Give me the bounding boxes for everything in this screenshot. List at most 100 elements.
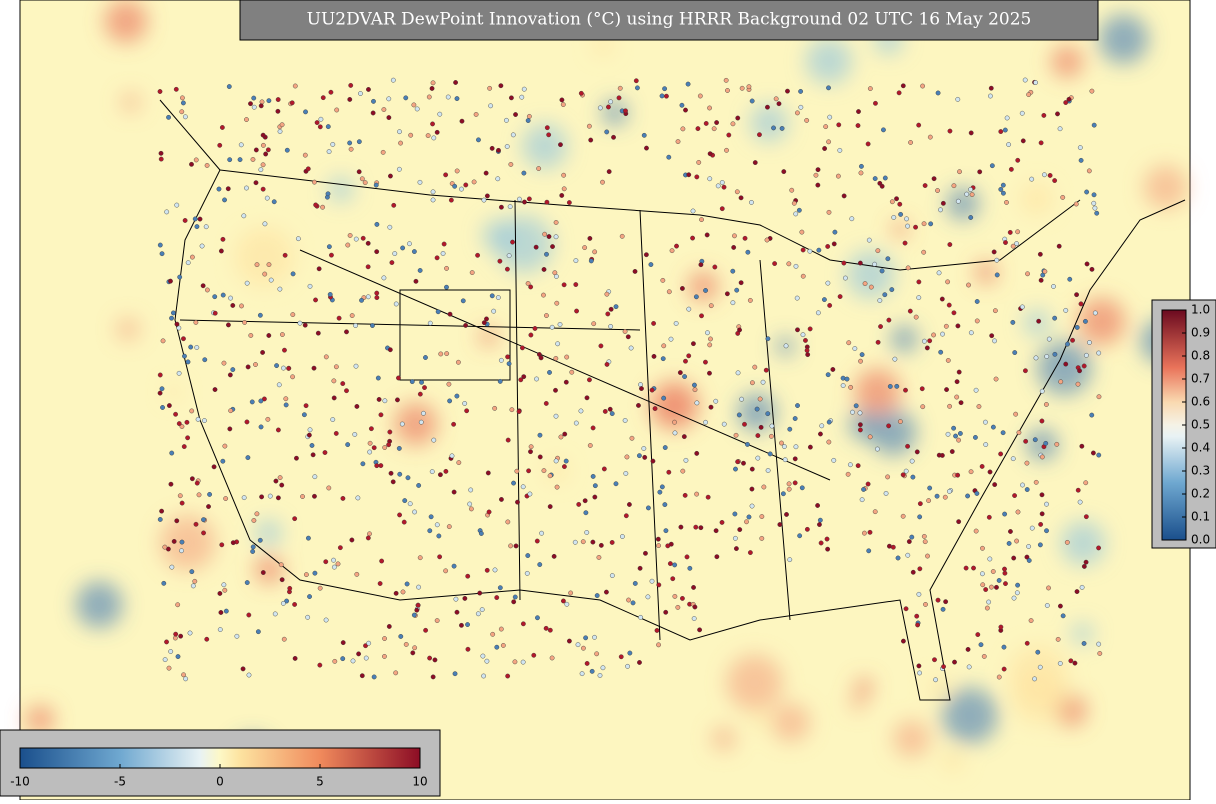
station-dot <box>157 242 163 248</box>
station-dot <box>1063 100 1069 105</box>
station-dot <box>323 354 329 360</box>
station-dot <box>958 400 964 406</box>
station-dot <box>349 537 355 543</box>
station-dot <box>277 475 283 481</box>
station-dot <box>1074 325 1080 330</box>
station-dot <box>377 581 383 586</box>
station-dot <box>629 435 635 441</box>
station-dot <box>901 638 906 644</box>
station-dot <box>553 220 559 225</box>
station-dot <box>220 292 226 298</box>
station-dot <box>253 147 259 153</box>
station-dot <box>222 587 228 593</box>
station-dot <box>382 445 388 450</box>
station-dot <box>994 584 999 590</box>
station-dot <box>1046 336 1052 342</box>
station-dot <box>454 609 460 615</box>
station-dot <box>632 581 638 586</box>
station-dot <box>526 114 532 119</box>
station-dot <box>587 235 593 241</box>
station-dot <box>875 339 881 345</box>
station-dot <box>617 85 623 91</box>
station-dot <box>588 137 594 143</box>
station-dot <box>166 403 172 408</box>
station-dot <box>382 398 388 404</box>
station-dot <box>446 381 452 387</box>
station-dot <box>936 270 942 276</box>
station-dot <box>659 93 665 99</box>
station-dot <box>521 170 527 176</box>
station-dot <box>356 139 362 145</box>
station-dot <box>225 186 231 192</box>
station-dot <box>444 284 449 290</box>
station-dot <box>1001 644 1007 650</box>
station-dot <box>779 440 784 446</box>
station-dot <box>396 446 402 451</box>
station-dot <box>1089 88 1095 94</box>
station-dot <box>162 544 168 550</box>
station-dot <box>1092 310 1098 316</box>
station-dot <box>824 536 830 542</box>
station-dot <box>697 93 703 99</box>
station-dot <box>374 221 380 227</box>
station-dot <box>287 585 293 591</box>
station-dot <box>405 475 411 481</box>
station-dot <box>1075 381 1081 387</box>
station-dot <box>998 129 1004 134</box>
station-dot <box>686 172 692 178</box>
station-dot <box>1024 640 1030 646</box>
station-dot <box>279 122 285 128</box>
station-dot <box>587 377 592 383</box>
station-dot <box>909 458 915 464</box>
station-dot <box>945 279 951 285</box>
station-dot <box>173 631 179 637</box>
station-dot <box>767 451 773 457</box>
station-dot <box>1077 368 1082 374</box>
station-dot <box>353 363 359 369</box>
station-dot <box>857 422 863 428</box>
station-dot <box>707 176 713 182</box>
station-dot <box>177 493 183 499</box>
station-dot <box>683 107 688 113</box>
station-dot <box>166 114 171 120</box>
field-blob <box>974 261 998 284</box>
station-dot <box>367 531 372 537</box>
station-dot <box>392 251 398 256</box>
station-dot <box>742 421 747 427</box>
station-dot <box>549 324 555 330</box>
station-dot <box>949 449 955 454</box>
station-dot <box>928 221 934 227</box>
station-dot <box>481 197 487 203</box>
station-dot <box>1032 437 1038 443</box>
station-dot <box>903 606 909 612</box>
station-dot <box>939 296 945 302</box>
station-dot <box>957 431 963 436</box>
station-dot <box>222 197 227 203</box>
station-dot <box>866 548 872 554</box>
station-dot <box>734 287 740 293</box>
station-dot <box>1077 499 1083 505</box>
station-dot <box>226 84 232 89</box>
station-dot <box>927 485 933 491</box>
station-dot <box>446 524 452 529</box>
station-dot <box>452 671 458 677</box>
station-dot <box>692 604 698 610</box>
station-dot <box>749 98 755 104</box>
station-dot <box>484 658 490 664</box>
station-dot <box>1019 304 1025 310</box>
station-dot <box>1057 603 1063 609</box>
station-dot <box>798 104 804 110</box>
station-dot <box>512 594 518 600</box>
station-dot <box>354 571 360 577</box>
station-dot <box>989 584 994 590</box>
station-dot <box>505 437 511 443</box>
station-dot <box>426 94 432 100</box>
station-dot <box>693 524 699 530</box>
station-dot <box>799 485 805 491</box>
station-dot <box>498 626 504 632</box>
station-dot <box>422 385 427 390</box>
station-dot <box>849 216 855 222</box>
station-dot <box>320 204 325 210</box>
station-dot <box>826 419 832 425</box>
station-dot <box>204 163 210 168</box>
